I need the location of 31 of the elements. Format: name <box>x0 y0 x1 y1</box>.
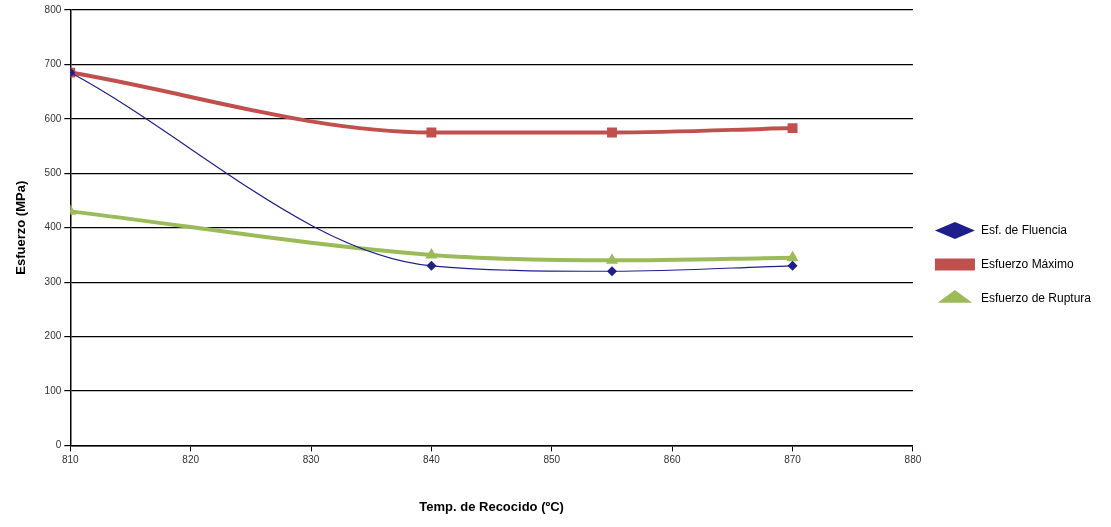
x-axis-title: Temp. de Recocido (ºC) <box>419 498 564 514</box>
point <box>425 247 438 259</box>
x-tick-label: 820 <box>182 454 200 466</box>
x-tick-label: 830 <box>302 454 320 466</box>
point <box>787 123 798 134</box>
y-tick-label: 300 <box>44 275 62 287</box>
point <box>786 250 799 262</box>
point <box>426 127 437 138</box>
point <box>426 260 437 271</box>
x-tick-label: 860 <box>663 454 681 466</box>
x-tick-label: 880 <box>904 454 922 466</box>
y-axis-title: Esfuerzo (MPa) <box>13 180 29 275</box>
y-tick-label: 200 <box>44 330 62 342</box>
legend-label: Esfuerzo Máximo <box>980 256 1074 271</box>
y-tick-label: 600 <box>44 112 62 124</box>
y-tick-label: 0 <box>55 439 62 451</box>
x-tick-label: 810 <box>61 454 80 466</box>
point <box>787 260 798 271</box>
legend-label: Esf. de Fluencia <box>980 222 1068 237</box>
y-tick-label: 400 <box>44 221 62 233</box>
x-tick-label: 870 <box>784 454 802 466</box>
y-tick-label: 700 <box>44 58 62 70</box>
point <box>606 266 617 277</box>
point <box>605 253 619 264</box>
x-tick-label: 840 <box>423 454 441 466</box>
y-tick-label: 100 <box>44 384 62 396</box>
point <box>607 127 617 138</box>
y-tick-label: 800 <box>44 3 62 15</box>
x-tick-label: 850 <box>543 454 561 466</box>
y-tick-label: 500 <box>44 167 62 179</box>
legend-label: Esfuerzo de Ruptura <box>980 290 1092 305</box>
